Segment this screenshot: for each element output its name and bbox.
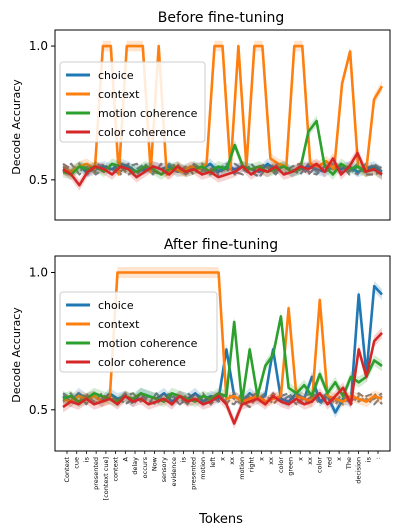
x-tick-label: green (287, 457, 295, 476)
legend-label: color coherence (98, 126, 186, 139)
y-axis-label: Decode Accuracy (10, 307, 23, 403)
x-tick-label: motion (238, 457, 246, 480)
x-tick-label: presented (92, 457, 100, 490)
x-tick-label: xx (267, 457, 275, 465)
x-tick-label: delay (131, 457, 139, 475)
series-line-motion-coherence (62, 119, 383, 176)
legend-label: context (98, 318, 140, 331)
plot-area (62, 267, 383, 429)
y-tick-label: 0.5 (29, 403, 48, 417)
y-tick-label: 1.0 (29, 39, 48, 53)
confidence-band (63, 310, 382, 408)
legend-label: context (98, 88, 140, 101)
x-tick-label: xx (228, 457, 236, 465)
x-tick-label: [context cue] (102, 457, 110, 500)
y-tick-label: 1.0 (29, 265, 48, 279)
series-line-color-coherence (62, 151, 383, 187)
y-ticks: 0.5 1.0 (29, 39, 55, 187)
panel-after: After fine-tuning Decode Accuracy 0.5 1.0… (10, 237, 391, 500)
x-tick-label: x (296, 457, 304, 461)
legend: choice context motion coherence color coher… (59, 291, 218, 373)
legend-label: choice (98, 69, 134, 82)
x-tick-label: decision (355, 457, 363, 484)
panel-title: Before fine-tuning (158, 10, 284, 26)
x-axis-label: Tokens (198, 512, 243, 527)
x-ticks: Context cue is presented [context cue] contex… (63, 451, 382, 500)
x-tick-label: A (121, 456, 129, 461)
x-tick-label: color (316, 457, 324, 473)
axes-frame (54, 29, 391, 221)
legend-label: motion coherence (98, 337, 198, 350)
x-tick-label: is (364, 456, 372, 462)
x-tick-label: occurs (141, 456, 149, 478)
legend-label: motion coherence (98, 107, 198, 120)
x-tick-label: The (345, 457, 353, 470)
y-axis-label: Decode Accuracy (10, 79, 23, 175)
x-tick-label: x (257, 457, 265, 461)
x-tick-label: context (112, 457, 120, 482)
plot-area (62, 40, 384, 191)
x-tick-label: sensory (160, 457, 168, 483)
x-tick-label: is (180, 456, 188, 462)
y-tick-label: 0.5 (29, 173, 48, 187)
legend-label: choice (98, 299, 134, 312)
x-tick-label: presented (189, 457, 197, 490)
x-tick-label: x (219, 457, 227, 461)
x-tick-label: x (335, 457, 343, 461)
legend-box (59, 61, 206, 143)
x-tick-label: Context (63, 457, 71, 483)
legend: choice context motion coherence color coher… (59, 61, 206, 143)
x-tick-label: cue (73, 457, 81, 469)
x-tick-label: Now (151, 456, 159, 471)
legend-box (59, 291, 218, 373)
series-line-color-coherence (62, 332, 383, 425)
x-tick-label: left (209, 457, 217, 468)
series-line-motion-coherence (62, 315, 383, 403)
x-tick-label: red (325, 457, 333, 468)
panel-title: After fine-tuning (164, 237, 278, 253)
x-tick-label: motion (199, 457, 207, 480)
panel-before: Before fine-tuning Decode Accuracy 0.5 1.… (10, 10, 391, 221)
y-ticks: 0.5 1.0 (29, 265, 55, 417)
x-tick-label: color (277, 457, 285, 473)
series-line-choice (62, 284, 383, 414)
x-tick-label: xx (306, 457, 314, 465)
legend-label: color coherence (98, 356, 186, 369)
x-tick-label: : (374, 457, 382, 459)
x-tick-label: right (248, 457, 256, 473)
x-tick-label: is (82, 456, 90, 462)
x-tick-label: evidence (170, 457, 178, 486)
